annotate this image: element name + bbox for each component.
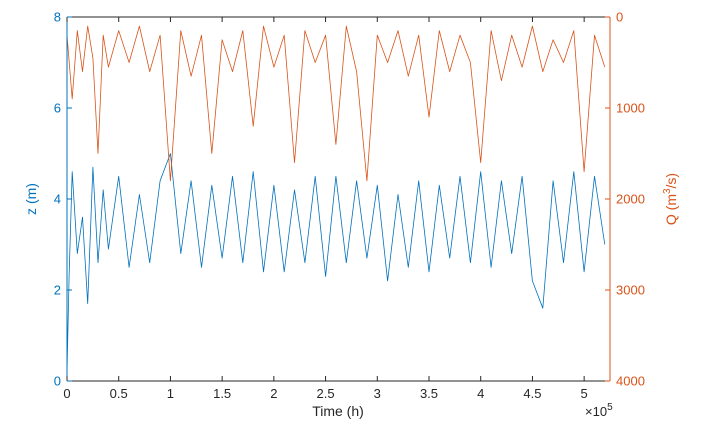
x-tick-label: 2 [270, 386, 277, 401]
ticks-layer: 0 0.5 1 1.5 2 2.5 3 3.5 4 4.5 5 0 2 4 6 8 0 1000 2000 3000 4… [54, 10, 645, 402]
x-tick-label: 4.5 [523, 386, 541, 401]
left-tick-label: 8 [54, 10, 61, 25]
right-axis-title-suffix: /s) [663, 173, 679, 189]
x-tick-label: 1 [167, 386, 174, 401]
right-tick-label: 4000 [616, 374, 645, 389]
right-axis-title: Q (m3/s) [662, 173, 679, 225]
x-tick-label: 3.5 [420, 386, 438, 401]
right-tick-label: 2000 [616, 192, 645, 207]
x-axis-exponent: ×105 [585, 402, 613, 419]
right-tick-label: 3000 [616, 283, 645, 298]
series-line-q [66, 25, 606, 182]
x-exponent-base: ×10 [585, 404, 607, 419]
left-tick-label: 2 [54, 283, 61, 298]
x-axis-title: Time (h) [312, 403, 364, 419]
x-tick-label: 0.5 [110, 386, 128, 401]
series-line-z [66, 153, 606, 372]
left-tick-label: 0 [54, 374, 61, 389]
x-tick-label: 3 [374, 386, 381, 401]
x-exponent-power: 5 [607, 402, 613, 413]
x-tick-label: 2.5 [317, 386, 335, 401]
x-tick-label: 5 [581, 386, 588, 401]
right-axis-title-main: Q (m [663, 194, 679, 225]
left-tick-label: 4 [54, 192, 61, 207]
x-tick-label: 1.5 [213, 386, 231, 401]
right-tick-label: 0 [616, 10, 623, 25]
x-tick-label: 4 [477, 386, 484, 401]
series-layer [66, 25, 606, 372]
right-axis-title-superscript: 3 [662, 188, 673, 194]
left-axis-title: z (m) [23, 183, 39, 215]
x-tick-label: 0 [63, 386, 70, 401]
left-tick-label: 6 [54, 101, 61, 116]
right-tick-label: 1000 [616, 101, 645, 116]
